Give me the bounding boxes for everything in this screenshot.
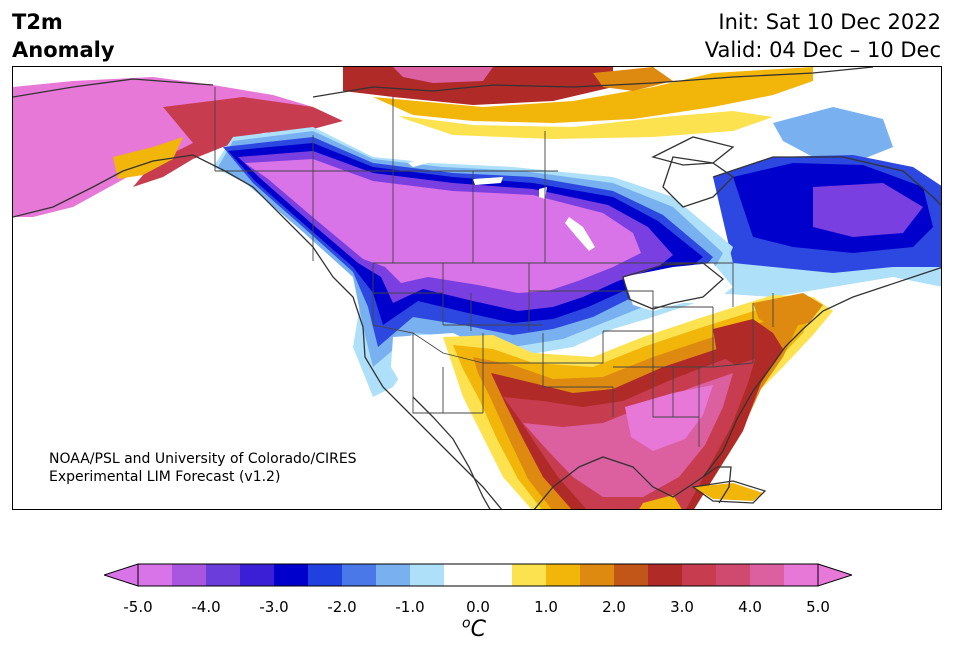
colorbar-swatch [478, 564, 513, 586]
map-title: T2m Anomaly [12, 8, 115, 64]
colorbar-tick-label: -3.0 [259, 598, 289, 616]
colorbar-min-extension [102, 563, 139, 587]
colorbar-swatch [308, 564, 343, 586]
colorbar-swatch [648, 564, 683, 586]
region-arctic-yellow [393, 111, 773, 139]
init-date: Init: Sat 10 Dec 2022 [718, 10, 941, 34]
lake-winnipeg [565, 217, 595, 251]
colorbar-swatch [716, 564, 751, 586]
anomaly-map [12, 66, 942, 510]
region-great-lakes-neutral [623, 263, 733, 311]
great-slave-lake [408, 147, 483, 167]
title-line-type: Anomaly [12, 38, 115, 62]
colorbar-swatch [240, 564, 275, 586]
colorbar-swatch [206, 564, 241, 586]
coastlines [13, 67, 941, 509]
credit-block: NOAA/PSL and University of Colorado/CIRE… [49, 450, 357, 486]
colorbar-max-extension [817, 563, 854, 587]
region-arctic-gold [373, 67, 813, 123]
region-cold-core [245, 159, 641, 293]
region-midatlantic-red [713, 319, 773, 365]
colorbar-tick-label: 5.0 [806, 598, 830, 616]
political-boundaries [214, 87, 774, 447]
region-cuba-warm [693, 483, 763, 501]
region-alaska-edge [133, 97, 343, 187]
colorbar-tick-label: 1.0 [534, 598, 558, 616]
colorbar-swatch [138, 564, 173, 586]
colorbar-swatch [546, 564, 581, 586]
colorbar-border [137, 563, 819, 587]
colorbar-swatch [784, 564, 819, 586]
colorbar-swatch [376, 564, 411, 586]
colorbar-swatch [682, 564, 717, 586]
region-hudson-lightblue [773, 107, 893, 163]
forecast-dates: Init: Sat 10 Dec 2022 Valid: 04 Dec – 10… [705, 8, 941, 64]
colorbar-tick-label: 3.0 [670, 598, 694, 616]
map-canvas [13, 67, 941, 509]
colorbar-swatch [342, 564, 377, 586]
region-caribbean-gold [639, 495, 682, 509]
region-arctic-pink [393, 67, 493, 83]
colorbar-tick-label: -1.0 [395, 598, 425, 616]
colorbar-swatch [410, 564, 445, 586]
colorbar-swatch [614, 564, 649, 586]
great-bear-lake [353, 113, 413, 129]
colorbar-swatch [750, 564, 785, 586]
colorbar-tick-label: -2.0 [327, 598, 357, 616]
unit-text: oC [462, 616, 486, 643]
colorbar-tick-label: -4.0 [191, 598, 221, 616]
colorbar-tick-label: 2.0 [602, 598, 626, 616]
colorbar-swatch [580, 564, 615, 586]
colorbar-unit: oC [462, 616, 486, 642]
credit-line-org: NOAA/PSL and University of Colorado/CIRE… [49, 451, 357, 467]
colorbar-swatch [512, 564, 547, 586]
colorbar [102, 560, 854, 594]
title-line-variable: T2m [12, 10, 63, 34]
colorbar-swatches [102, 563, 854, 587]
credit-line-product: Experimental LIM Forecast (v1.2) [49, 469, 281, 485]
colorbar-swatch [274, 564, 309, 586]
colorbar-tick-label: 0.0 [466, 598, 490, 616]
colorbar-swatch [444, 564, 479, 586]
lake-athabasca [473, 177, 503, 185]
colorbar-tick-label: 4.0 [738, 598, 762, 616]
colorbar-swatch [172, 564, 207, 586]
region-northeast-orange [753, 293, 823, 329]
region-warm-hotpink [625, 385, 713, 451]
valid-range: Valid: 04 Dec – 10 Dec [704, 38, 941, 62]
colorbar-tick-label: -5.0 [123, 598, 153, 616]
region-quebec-violet [813, 183, 923, 237]
